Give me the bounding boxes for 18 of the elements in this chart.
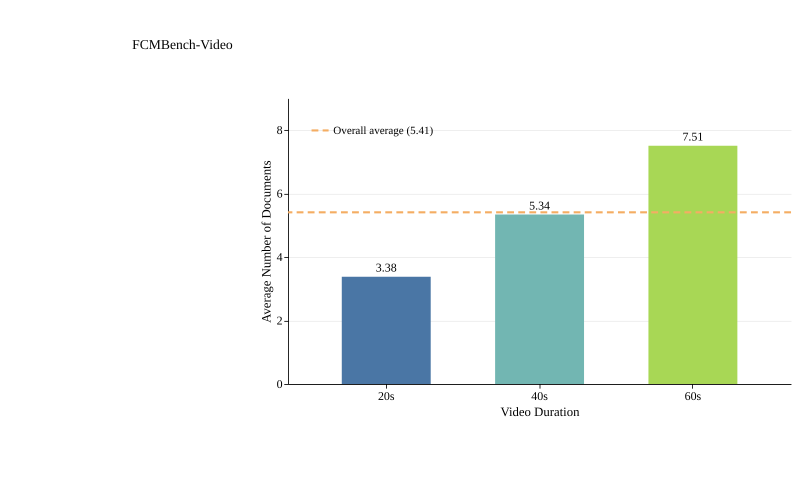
y-tick-label: 2 (276, 313, 283, 328)
y-tick-label: 6 (276, 186, 283, 200)
x-tick-label: 60s (684, 388, 702, 403)
x-tick-label: 40s (531, 388, 548, 403)
y-tick-label: 8 (276, 123, 283, 137)
data-label: 7.51 (682, 130, 704, 144)
x-tick-label: 20s (378, 388, 395, 403)
bar (495, 214, 584, 384)
y-axis-title: Average Number of Documents (260, 160, 274, 323)
y-tick-label: 4 (276, 250, 283, 264)
data-label: 3.38 (376, 260, 397, 275)
bar (342, 276, 431, 384)
data-label: 5.34 (529, 198, 550, 212)
chart-title: FCMBench-Video (132, 36, 233, 52)
y-tick-label: 0 (276, 376, 283, 391)
x-axis-title: Video Duration (500, 404, 580, 419)
bar (648, 146, 738, 384)
legend-label: Overall average (5.41) (333, 124, 434, 137)
